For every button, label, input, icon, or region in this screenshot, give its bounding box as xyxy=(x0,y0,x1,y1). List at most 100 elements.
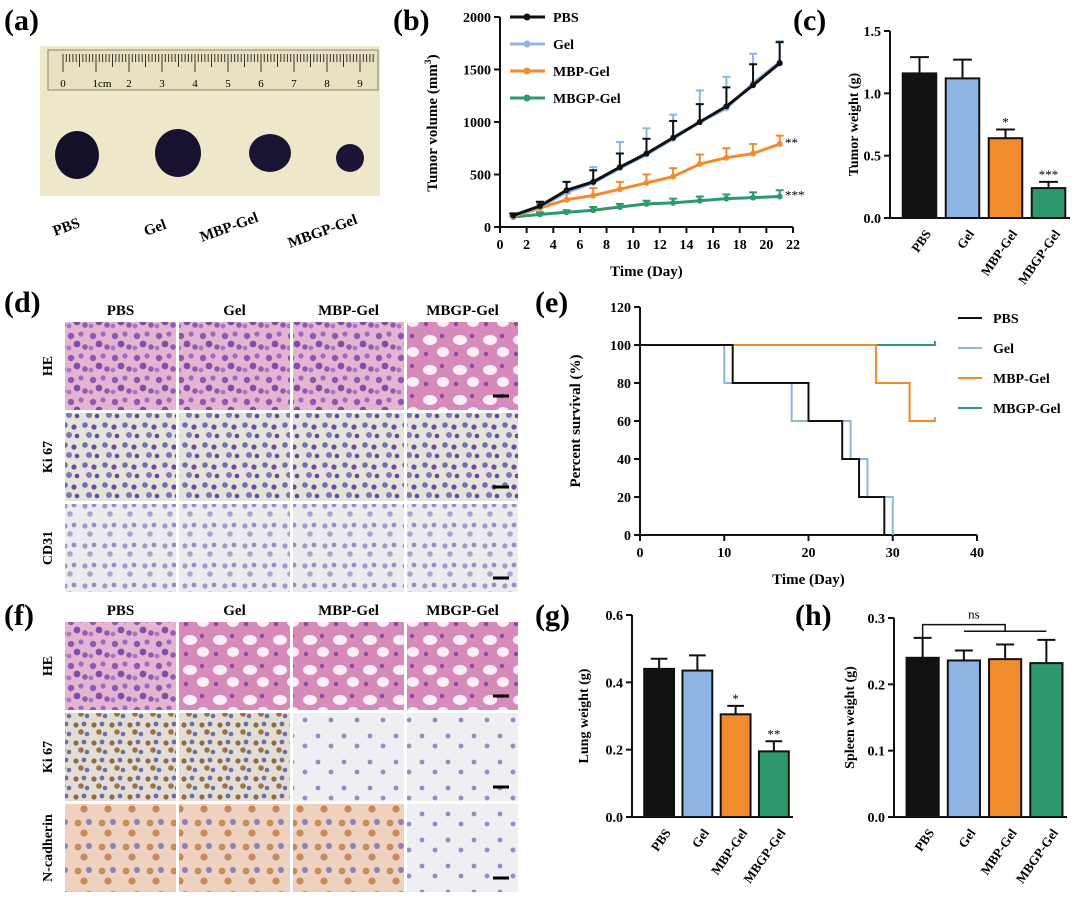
y-tick-label: 1500 xyxy=(463,64,491,79)
y-axis-label: Percent survival (%) xyxy=(568,354,584,487)
data-point xyxy=(723,195,730,202)
histology-column-gel: Gel xyxy=(223,303,246,319)
data-point xyxy=(616,186,623,193)
y-tick-label: 500 xyxy=(470,169,491,184)
histology-image-ki-67-pbs xyxy=(65,713,176,801)
histology-row-cd31: CD31 xyxy=(41,531,56,565)
photo-label-gel: Gel xyxy=(142,217,169,240)
x-tick-label: 6 xyxy=(576,238,583,253)
tumor-mbgp-gel xyxy=(336,144,364,172)
y-tick-label: 0.1 xyxy=(868,745,886,760)
data-point xyxy=(563,196,570,203)
legend-label-gel: Gel xyxy=(993,342,1014,357)
bar-pbs xyxy=(643,667,676,818)
legend-marker xyxy=(523,13,531,21)
bar-pbs xyxy=(905,656,940,818)
data-point xyxy=(643,179,650,186)
tumor-pbs xyxy=(55,131,99,179)
x-tick-label: 20 xyxy=(802,546,816,561)
data-point xyxy=(670,134,677,141)
histology-column-mbp-gel: MBP-Gel xyxy=(318,603,379,619)
ruler-label: 2 xyxy=(126,78,132,90)
x-tick-label: 0 xyxy=(497,238,504,253)
category-label-gel: Gel xyxy=(689,826,713,851)
panel-label-d: (d) xyxy=(4,286,41,319)
y-axis-label: Lung weight (g) xyxy=(577,668,592,763)
data-point xyxy=(590,178,597,185)
significance-label: *** xyxy=(1039,167,1059,182)
x-tick-label: 30 xyxy=(886,546,900,561)
ruler-ticks xyxy=(62,54,374,72)
category-label-gel: Gel xyxy=(954,227,978,252)
bar-gel xyxy=(681,669,714,818)
photo-label-pbs: PBS xyxy=(51,215,82,239)
histology-image-cd31-pbs xyxy=(65,504,176,592)
legend-label-mbp-gel: MBP-Gel xyxy=(553,65,610,80)
category-label-mbp-gel: MBP-Gel xyxy=(977,826,1020,878)
ruler-label: 0 xyxy=(60,78,66,90)
histology-column-mbgp-gel: MBGP-Gel xyxy=(426,303,498,319)
data-point xyxy=(670,173,677,180)
bar-mbgp-gel xyxy=(1030,187,1067,220)
histology-image-ki-67-gel xyxy=(179,713,290,801)
histology-image-cd31-mbp-gel xyxy=(293,504,404,592)
histology-image-n-cadherin-pbs xyxy=(65,804,176,892)
y-tick-label: 0 xyxy=(484,221,491,236)
histology-image-n-cadherin-mbp-gel xyxy=(293,804,404,892)
bar-gel xyxy=(946,659,981,818)
y-tick-label: 60 xyxy=(617,415,631,430)
y-axis-label: Spleen weight (g) xyxy=(843,666,858,769)
legend-label-mbp-gel: MBP-Gel xyxy=(993,372,1050,387)
x-tick-label: 40 xyxy=(970,546,984,561)
tumor-gel xyxy=(155,129,201,177)
ruler-label: 9 xyxy=(357,78,363,90)
histology-image-he-pbs xyxy=(65,622,176,710)
y-tick-label: 0.6 xyxy=(606,609,624,624)
data-point xyxy=(590,192,597,199)
histology-row-ki-67: Ki 67 xyxy=(41,741,56,773)
ruler-labels: 0 1cm 2 3 4 5 6 7 8 9 xyxy=(60,78,363,90)
y-tick-label: 0.0 xyxy=(868,811,886,826)
x-tick-label: 18 xyxy=(733,238,747,253)
x-axis-label: Time (Day) xyxy=(772,572,845,588)
legend-label-gel: Gel xyxy=(553,38,574,53)
data-point xyxy=(696,197,703,204)
data-point xyxy=(590,207,597,214)
y-tick-label: 1000 xyxy=(463,116,491,131)
x-tick-label: 20 xyxy=(759,238,773,253)
chart-tumor-volume: 0 500 1000 1500 2000 0 2 4 6 8 10 12 14 16 18 20 22 PBS Ge… xyxy=(423,11,805,280)
x-tick-label: 0 xyxy=(637,546,644,561)
significance-label: * xyxy=(1002,114,1009,129)
y-axis-label: Tumor volume (mm3) xyxy=(423,54,441,191)
category-label-pbs: PBS xyxy=(911,826,937,854)
bar-mbp-gel xyxy=(988,658,1023,818)
bar-mbp-gel xyxy=(987,137,1024,219)
x-tick-label: 2 xyxy=(523,238,530,253)
y-tick-label: 0.4 xyxy=(606,676,624,691)
category-label-mbgp-gel: MBGP-Gel xyxy=(1015,227,1064,287)
data-point xyxy=(750,82,757,89)
data-point xyxy=(776,193,783,200)
y-tick-label: 0.0 xyxy=(606,811,624,826)
significance-label: ** xyxy=(785,135,798,150)
ruler-label: 6 xyxy=(258,78,264,90)
significance-label: ** xyxy=(767,726,780,741)
category-label-mbp-gel: MBP-Gel xyxy=(978,227,1021,279)
y-tick-label: 120 xyxy=(610,301,631,316)
photo-label-mbgp-gel: MBGP-Gel xyxy=(286,212,360,252)
y-tick-label: 20 xyxy=(617,491,631,506)
x-tick-label: 8 xyxy=(603,238,610,253)
histology-column-mbgp-gel: MBGP-Gel xyxy=(426,603,498,619)
histology-image-he-gel xyxy=(179,622,290,710)
panel-label-h: (h) xyxy=(795,599,832,632)
y-tick-label: 2000 xyxy=(463,11,491,26)
data-point xyxy=(616,164,623,171)
tumor-mbp-gel xyxy=(249,134,291,172)
histology-column-pbs: PBS xyxy=(107,303,135,319)
y-tick-label: 0.2 xyxy=(606,744,624,759)
survival-curve-gel xyxy=(640,344,894,535)
x-tick-label: 12 xyxy=(653,238,667,253)
x-tick-label: 10 xyxy=(717,546,731,561)
histology-grid-lung: PBS Gel MBP-Gel MBGP-Gel HE Ki 67 N-cadherin xyxy=(41,603,518,892)
